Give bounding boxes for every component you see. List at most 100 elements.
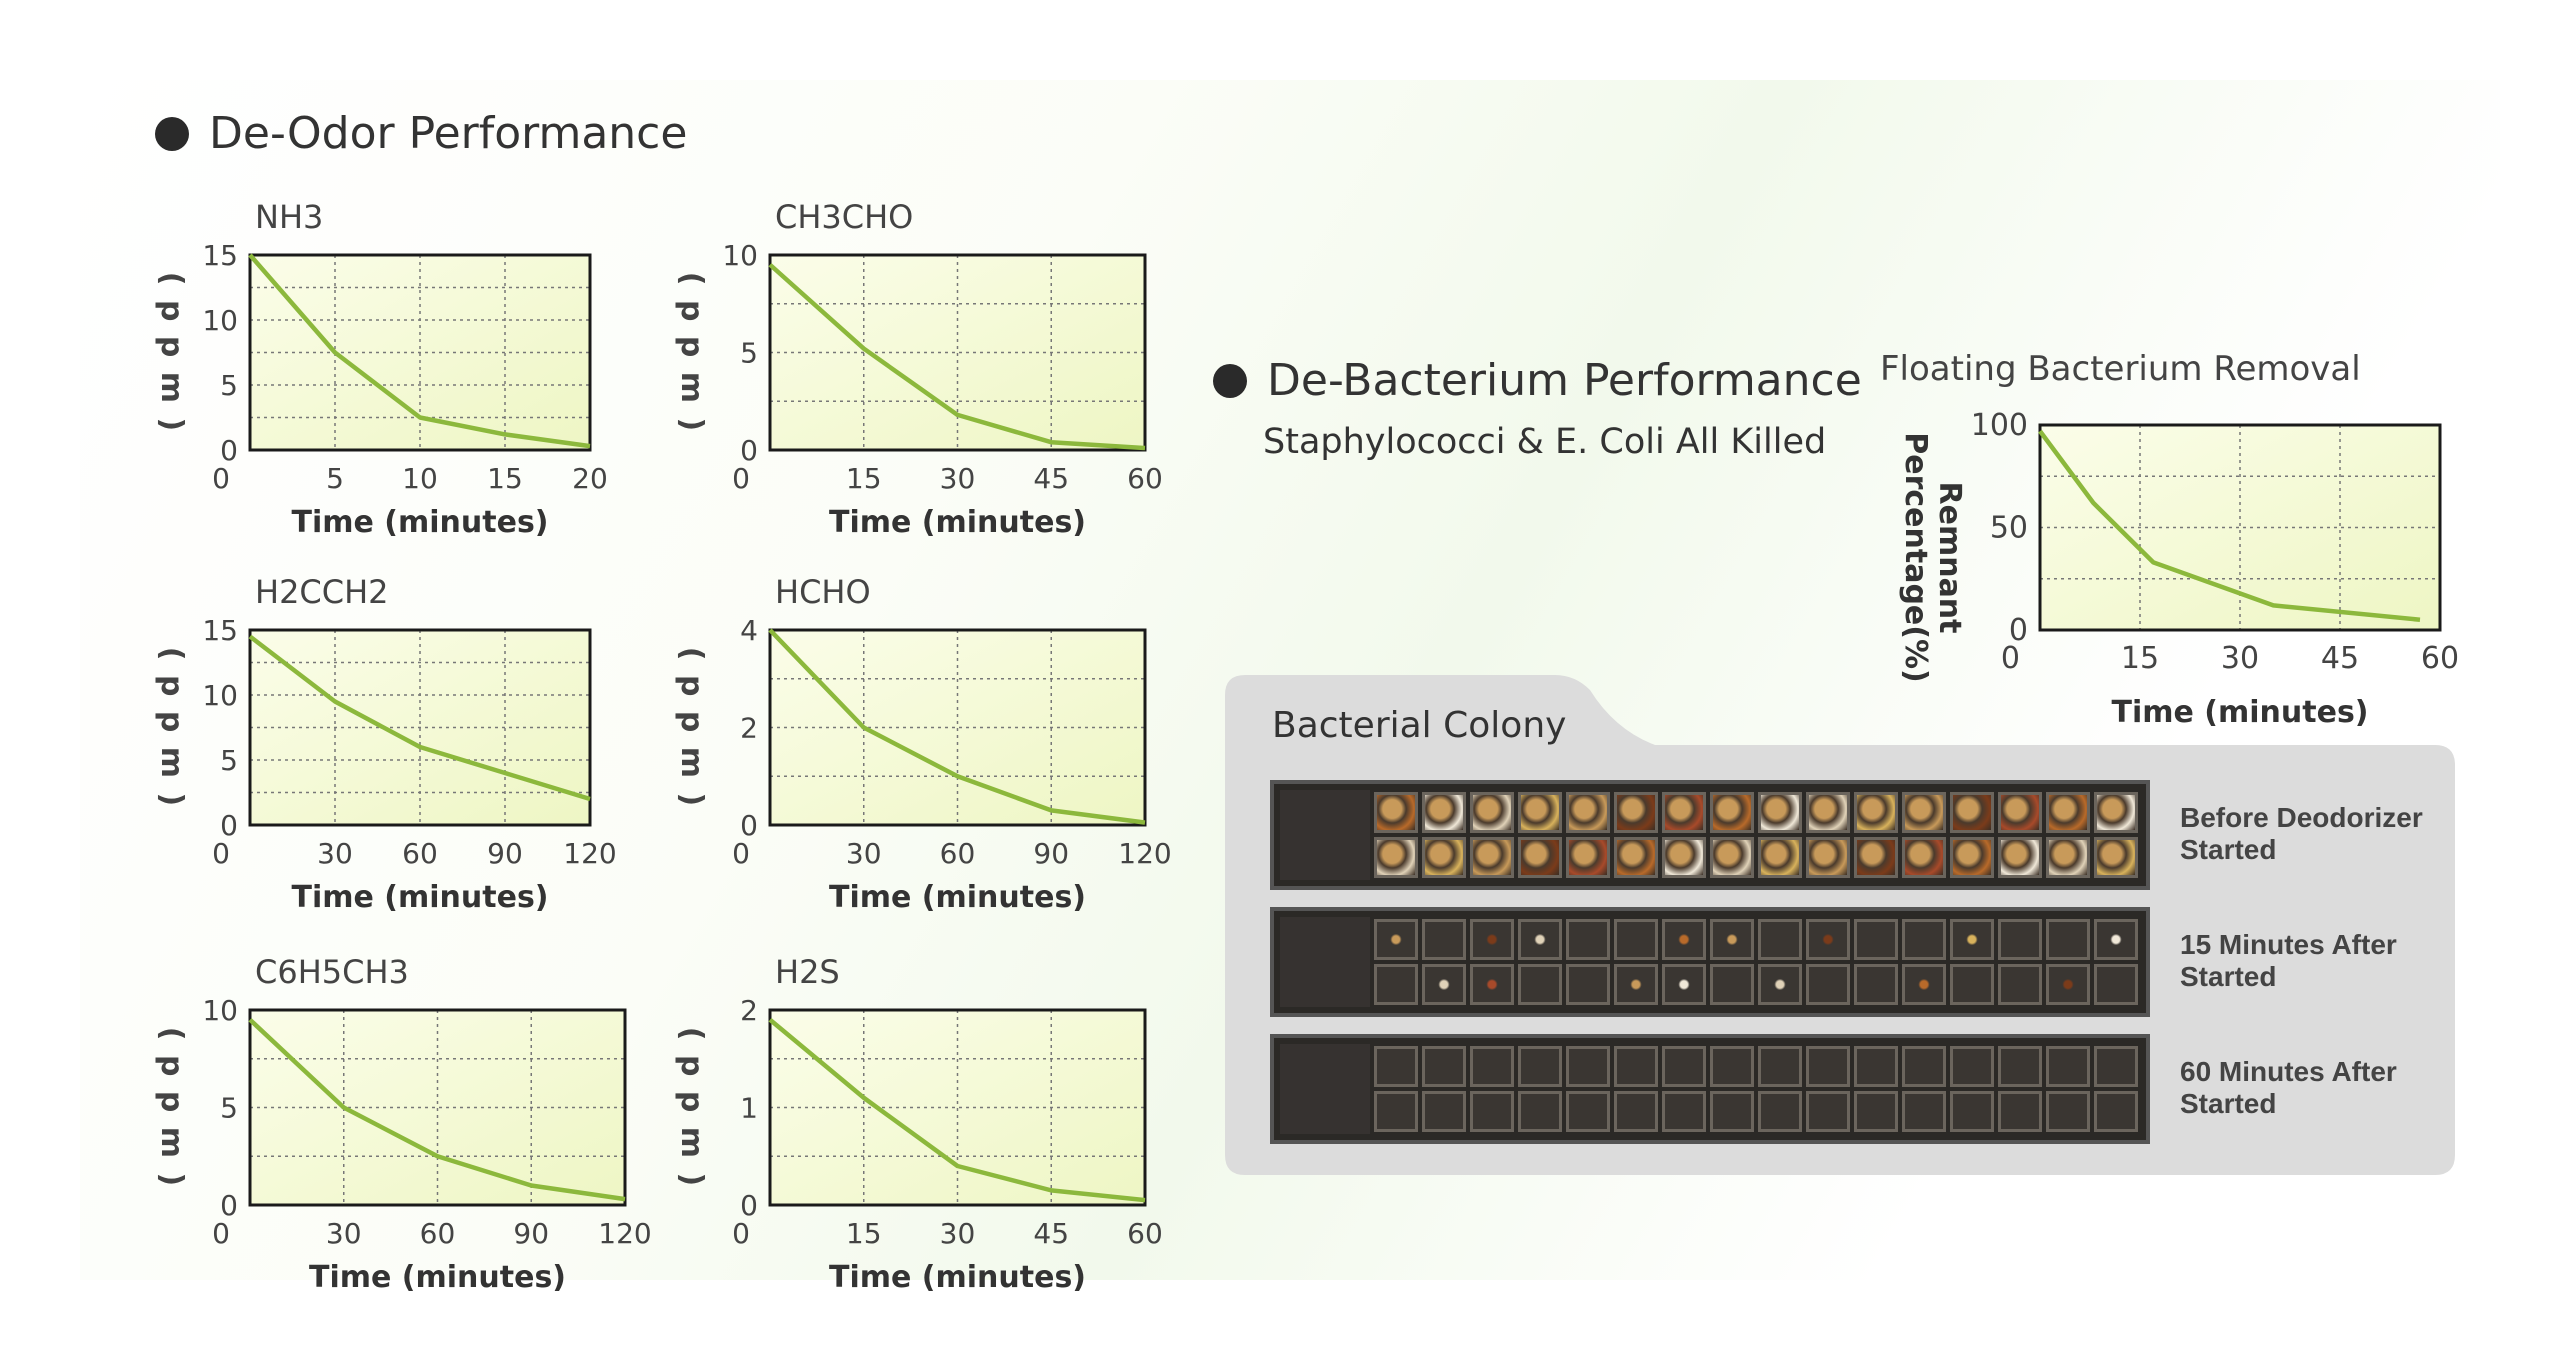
y-tick-label: 0 <box>220 1189 238 1222</box>
colony-cell <box>2046 837 2090 878</box>
colony-cell <box>1518 1091 1562 1132</box>
colony-cell <box>2094 792 2138 833</box>
colony-cell <box>1950 792 1994 833</box>
x-axis-label: Time (minutes) <box>829 880 1086 915</box>
colony-cell <box>1422 964 1466 1005</box>
colony-cell <box>1710 1046 1754 1087</box>
chart-title: C6H5CH3 <box>255 953 409 991</box>
chart-floating-bacterium: Floating Bacterium Removal 0 50 100 0 15 30 45 6… <box>1880 350 2459 730</box>
y-tick-label: 10 <box>722 239 758 272</box>
x-tick-label: 120 <box>1118 837 1171 870</box>
y-tick-label: 0 <box>220 809 238 842</box>
x-tick-label: 20 <box>572 462 608 495</box>
y-tick-label: 0 <box>220 434 238 467</box>
colony-cell <box>1902 1091 1946 1132</box>
colony-cell <box>1662 1046 1706 1087</box>
y-tick-label: 4 <box>740 614 758 647</box>
colony-cell <box>1566 964 1610 1005</box>
x-tick-label: 0 <box>732 462 750 495</box>
colony-cell <box>1374 919 1418 960</box>
colony-cell <box>1950 1091 1994 1132</box>
x-tick-label: 60 <box>2421 641 2459 676</box>
chart-title: NH3 <box>255 198 323 236</box>
y-tick-label: 5 <box>220 369 238 402</box>
colony-cell <box>1758 964 1802 1005</box>
colony-cell <box>1854 1046 1898 1087</box>
deodor-section-title: De-Odor Performance <box>155 108 687 159</box>
colony-cell <box>1614 837 1658 878</box>
colony-cell <box>2046 919 2090 960</box>
y-tick-label: 15 <box>202 614 238 647</box>
x-tick-label: 60 <box>420 1217 456 1250</box>
x-tick-label: 120 <box>563 837 616 870</box>
label-line: 60 Minutes After <box>2180 1056 2397 1087</box>
chart-title: CH3CHO <box>775 198 913 236</box>
y-axis-label: ( p p m ) <box>154 272 189 433</box>
x-tick-label: 15 <box>2121 641 2159 676</box>
colony-cell <box>1710 919 1754 960</box>
x-tick-label: 30 <box>940 1217 976 1250</box>
colony-cell <box>1902 964 1946 1005</box>
colony-row-label-60min: 60 Minutes After Started <box>2180 1056 2397 1120</box>
x-tick-label: 90 <box>487 837 523 870</box>
x-tick-label: 45 <box>1033 462 1069 495</box>
plot-frame <box>768 628 1147 827</box>
colony-grid <box>1374 1046 2138 1132</box>
x-axis-label: Time (minutes) <box>291 505 548 540</box>
x-tick-label: 30 <box>326 1217 362 1250</box>
plot-frame <box>248 1008 627 1207</box>
chart-nh3: NH3 0 5 10 15 0 5 10 15 20 Time (minutes) ( p p m ) <box>154 198 608 540</box>
colony-cell <box>1806 919 1850 960</box>
colony-cell <box>1518 837 1562 878</box>
colony-cell <box>1998 1091 2042 1132</box>
x-tick-label: 60 <box>940 837 976 870</box>
colony-cell <box>1470 1046 1514 1087</box>
x-tick-label: 45 <box>1033 1217 1069 1250</box>
bacterial-colony-title: Bacterial Colony <box>1272 705 1567 746</box>
colony-strip-15min <box>1270 907 2150 1017</box>
colony-cell <box>1470 792 1514 833</box>
colony-cell <box>1566 1046 1610 1087</box>
y-axis-label: ( p p m ) <box>674 272 709 433</box>
x-tick-label: 0 <box>732 1217 750 1250</box>
plot-frame <box>2038 423 2442 632</box>
x-tick-label: 60 <box>1127 462 1163 495</box>
y-tick-label: 2 <box>740 712 758 745</box>
colony-cell <box>1566 919 1610 960</box>
colony-cell <box>1950 837 1994 878</box>
colony-grid <box>1374 919 2138 1005</box>
colony-cell <box>1710 1091 1754 1132</box>
colony-cell <box>1758 919 1802 960</box>
debacterium-title-text: De-Bacterium Performance <box>1267 355 1862 406</box>
y-axis-label: RemnantPercentage(%) <box>1898 432 1967 683</box>
colony-cell <box>1422 919 1466 960</box>
plot-frame <box>248 253 592 452</box>
y-tick-label: 10 <box>202 304 238 337</box>
label-line: Started <box>2180 961 2277 992</box>
deodor-title-text: De-Odor Performance <box>209 108 688 159</box>
x-tick-label: 10 <box>402 462 438 495</box>
colony-cell <box>1518 919 1562 960</box>
y-tick-label: 50 <box>1990 511 2028 546</box>
colony-cell <box>1902 919 1946 960</box>
colony-cell <box>1950 964 1994 1005</box>
debacterium-subtitle: Staphylococci & E. Coli All Killed <box>1263 422 1827 462</box>
colony-cell <box>1998 792 2042 833</box>
colony-cell <box>1854 1091 1898 1132</box>
colony-cell <box>1710 964 1754 1005</box>
colony-cell <box>1374 1091 1418 1132</box>
y-axis-label: ( p p m ) <box>154 1027 189 1188</box>
chart-ch3cho: CH3CHO 0 5 10 0 15 30 45 60 Time (minutes) ( p p m… <box>674 198 1163 540</box>
colony-cell <box>1902 1046 1946 1087</box>
colony-cell <box>1662 964 1706 1005</box>
x-tick-label: 30 <box>846 837 882 870</box>
colony-cell <box>1854 792 1898 833</box>
colony-cell <box>1662 1091 1706 1132</box>
colony-cell <box>1806 837 1850 878</box>
colony-cell <box>1710 792 1754 833</box>
x-tick-label: 15 <box>846 462 882 495</box>
x-tick-label: 90 <box>1033 837 1069 870</box>
y-tick-label: 2 <box>740 994 758 1027</box>
colony-cell <box>1566 792 1610 833</box>
label-line: Started <box>2180 1088 2277 1119</box>
